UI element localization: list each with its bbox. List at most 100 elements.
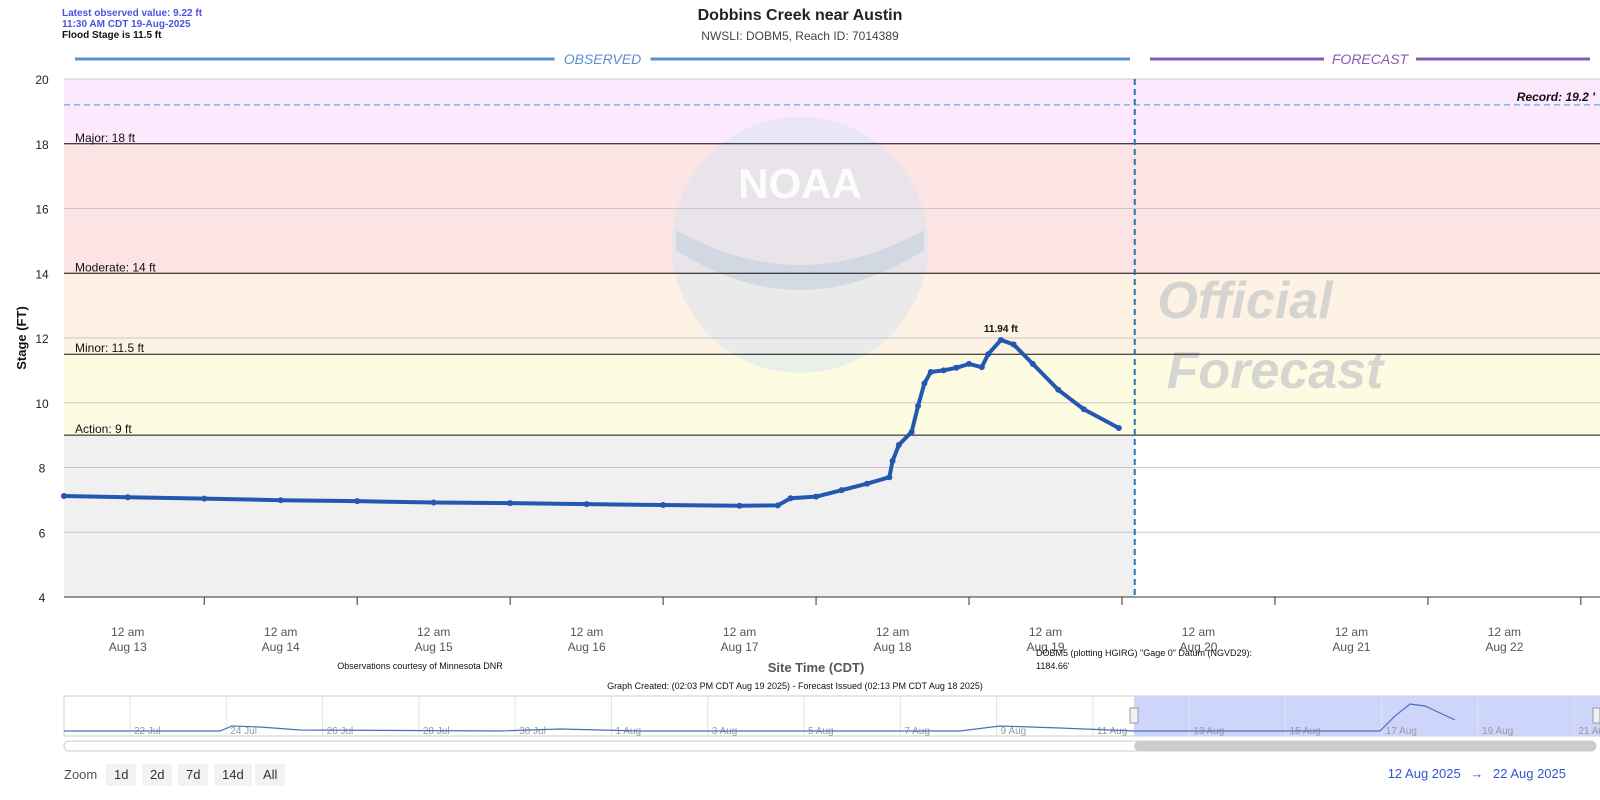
observed-point [895,441,902,448]
threshold-label: Major: 18 ft [75,131,136,145]
zoom-1d-button[interactable]: 1d [106,764,137,786]
threshold-label: Moderate: 14 ft [75,260,156,274]
x-tick-label-time: 12 am [417,625,450,639]
y-axis-label: Stage (FT) [14,306,29,370]
observed-point [997,336,1004,343]
x-tick-label-time: 12 am [723,625,756,639]
zoom-14d-button[interactable]: 14d [214,764,252,786]
zoom-all-button[interactable]: All [255,764,286,786]
datum-line-2: 1184.66' [1036,661,1070,671]
x-tick-label-date: Aug 17 [721,640,759,654]
observed-point [886,474,893,481]
navigator-selection[interactable] [1134,696,1600,736]
observed-point [774,502,781,509]
observed-point [507,500,514,507]
observed-point [889,458,896,465]
navigator-label: 1 Aug [615,726,641,737]
observed-point [953,364,960,371]
y-tick-label: 10 [35,397,49,411]
x-tick-label-time: 12 am [1029,625,1062,639]
x-tick-label-time: 12 am [876,625,909,639]
navigator-label: 30 Jul [519,726,546,737]
x-tick-label-date: Aug 18 [874,640,912,654]
navigator[interactable]: 22 Jul 24 Jul 26 Jul 28 Jul 30 Jul 1 Aug 3 Aug… [63,695,1600,752]
x-tick-label-date: Aug 21 [1332,640,1370,654]
navigator-label: 19 Aug [1482,726,1513,737]
info-block: Latest observed value: 9.22 ft 11:30 AM … [62,8,202,41]
scrollbar-thumb[interactable] [1134,741,1596,751]
forecast-label: FORECAST [1332,51,1410,67]
observed-point [430,499,437,506]
x-tick-label-time: 12 am [1182,625,1215,639]
observed-point [736,502,743,509]
observed-point [660,502,667,509]
navigator-label: 11 Aug [1097,726,1127,737]
graph-created-text: Graph Created: (02:03 PM CDT Aug 19 2025… [607,681,983,691]
range-from[interactable]: 12 Aug 2025 [1387,766,1461,781]
official-watermark: Official [1157,272,1334,330]
observed-point [61,492,67,499]
threshold-label: Minor: 11.5 ft [75,341,145,355]
observed-point [787,495,794,502]
chart-subtitle: NWSLI: DOBM5, Reach ID: 7014389 [701,29,899,43]
observed-point [1080,406,1087,413]
x-tick-label-date: Aug 16 [568,640,606,654]
datum-line-1: DOBM5 (plotting HGIRG) "Gage 0" Datum (N… [1036,648,1252,658]
observed-point [201,495,208,502]
x-tick-label-date: Aug 15 [415,640,453,654]
x-tick-label-time: 12 am [570,625,603,639]
zoom-label: Zoom [64,767,98,782]
navigator-label: 17 Aug [1386,726,1417,737]
navigator-handle-right[interactable] [1592,707,1600,724]
observed-point [921,380,928,387]
observed-point [1029,360,1036,367]
y-tick-label: 16 [35,203,49,217]
navigator-label: 26 Jul [327,726,354,737]
latest-observed-value: Latest observed value: 9.22 ft [62,8,203,19]
noaa-bird-icon [676,230,924,290]
latest-observed-time: 11:30 AM CDT 19-Aug-2025 [62,19,191,30]
date-range: 12 Aug 2025 → 22 Aug 2025 [1388,766,1566,781]
band-below-action [64,435,1135,597]
observed-point [838,487,845,494]
x-tick-label-time: 12 am [1488,625,1521,639]
observed-point [915,402,922,409]
x-axis-label: Site Time (CDT) [768,660,865,675]
observed-point [940,367,947,374]
observed-point [966,360,973,367]
observed-series: 11.94 ft [61,324,1122,509]
navigator-series [64,703,1456,732]
hydrograph-chart: NOAA Official Forecast Major: 18 ft Moder… [14,51,1600,752]
y-tick-label: 12 [35,332,49,346]
navigator-handle-left[interactable] [1129,707,1139,724]
navigator-label: 9 Aug [1001,726,1027,737]
navigator-label: 21 Aug [1578,726,1600,737]
navigator-label: 24 Jul [230,726,257,737]
x-tick-label-time: 12 am [264,625,297,639]
observed-point [985,351,992,358]
x-tick-label-date: Aug 20 [1179,640,1217,654]
observed-point [927,368,934,375]
chart-title: Dobbins Creek near Austin [697,7,903,24]
y-tick-label: 8 [39,462,46,476]
observed-point [1010,341,1017,348]
zoom-7d-button[interactable]: 7d [178,764,209,786]
observed-point [583,501,590,508]
noaa-watermark: NOAA Official Forecast [672,117,1386,400]
observed-point [277,497,284,504]
x-tick-label-date: Aug 13 [109,640,147,654]
peak-label: 11.94 ft [984,324,1019,335]
observed-label: OBSERVED [564,51,642,67]
observed-point [908,428,915,435]
range-arrow: → [1470,766,1484,781]
forecast-watermark: Forecast [1167,342,1386,400]
y-tick-label: 14 [35,267,49,281]
x-tick-label-date: Aug 22 [1485,640,1523,654]
x-tick-label-date: Aug 19 [1026,640,1064,654]
observed-point [354,498,361,505]
flood-stage-text: Flood Stage is 11.5 ft [62,30,162,41]
x-tick-label-time: 12 am [1335,625,1368,639]
range-to[interactable]: 22 Aug 2025 [1492,766,1566,781]
zoom-2d-button[interactable]: 2d [142,764,173,786]
observed-point [978,364,985,371]
